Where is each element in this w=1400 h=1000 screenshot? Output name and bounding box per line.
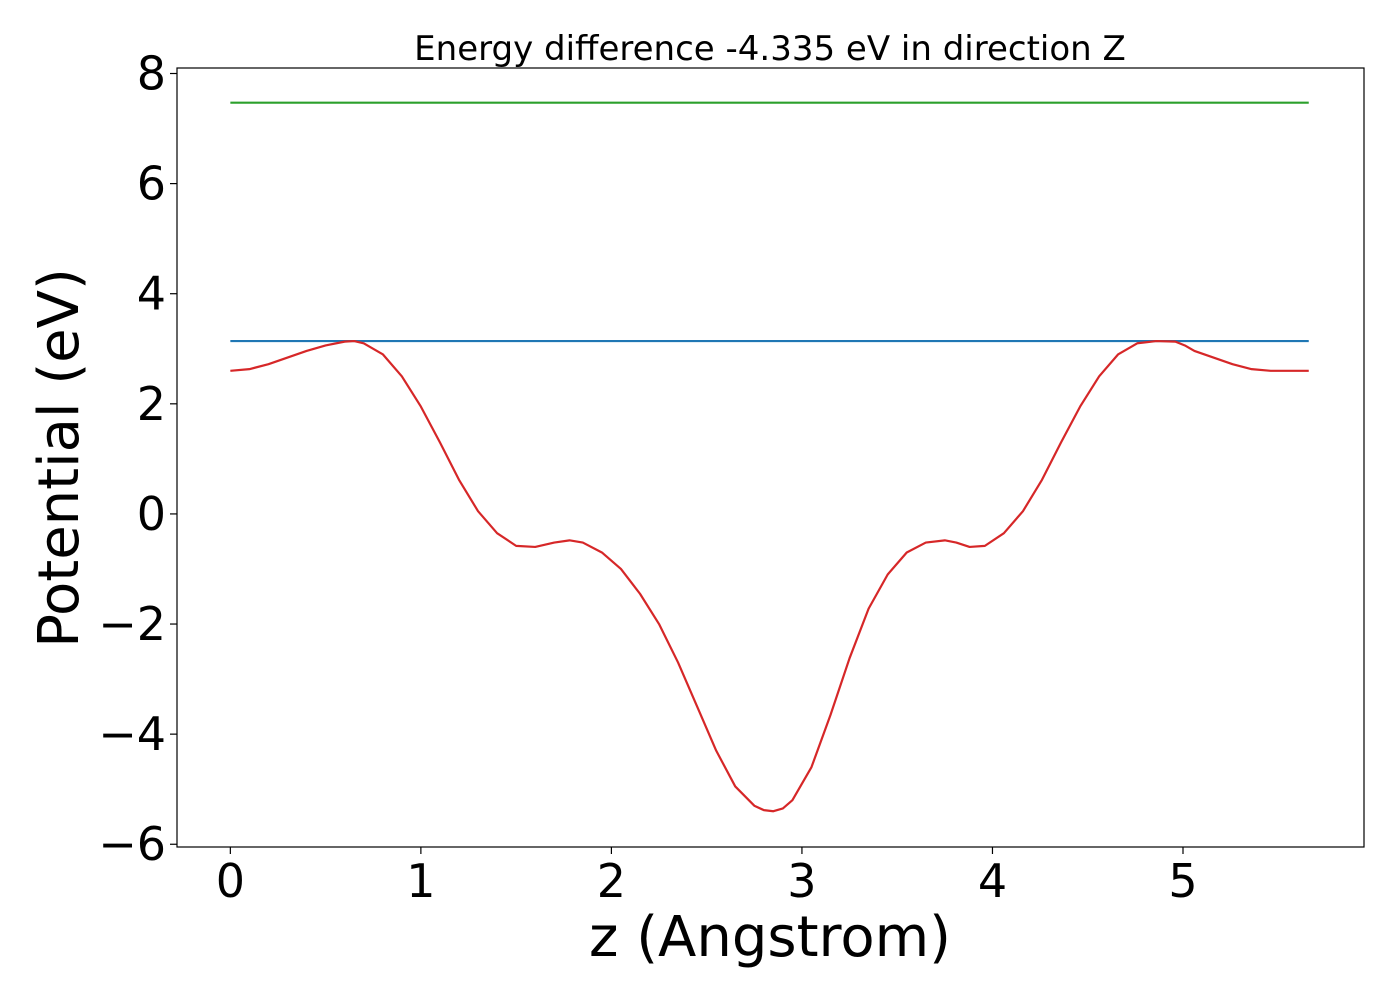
x-tick-label: 4	[978, 854, 1007, 908]
x-tick-label: 3	[787, 854, 816, 908]
x-ticks: 0 1 2 3 4 5	[216, 847, 1198, 908]
y-tick-label: −6	[98, 817, 166, 871]
series-line-3	[230, 339, 1309, 813]
y-tick-label: 8	[137, 47, 166, 101]
y-tick-label: 6	[137, 157, 166, 211]
y-tick-label: −2	[98, 597, 166, 651]
y-ticks: −6 −4 −2 0 2 4 6 8	[98, 47, 177, 871]
plot-frame	[176, 67, 1365, 848]
x-tick-label: 2	[597, 854, 626, 908]
y-tick-label: 0	[137, 487, 166, 541]
x-tick-label: 0	[216, 854, 245, 908]
x-tick-label: 1	[406, 854, 435, 908]
series-layer	[230, 101, 1309, 813]
x-tick-label: 5	[1168, 854, 1197, 908]
x-axis-label: z (Angstrom)	[589, 905, 951, 970]
y-tick-label: 2	[137, 377, 166, 431]
y-tick-label: −4	[98, 707, 166, 761]
y-axis-label: Potential (eV)	[27, 268, 92, 648]
chart-title: Energy difference -4.335 eV in direction…	[414, 29, 1126, 69]
y-tick-label: 4	[137, 267, 166, 321]
